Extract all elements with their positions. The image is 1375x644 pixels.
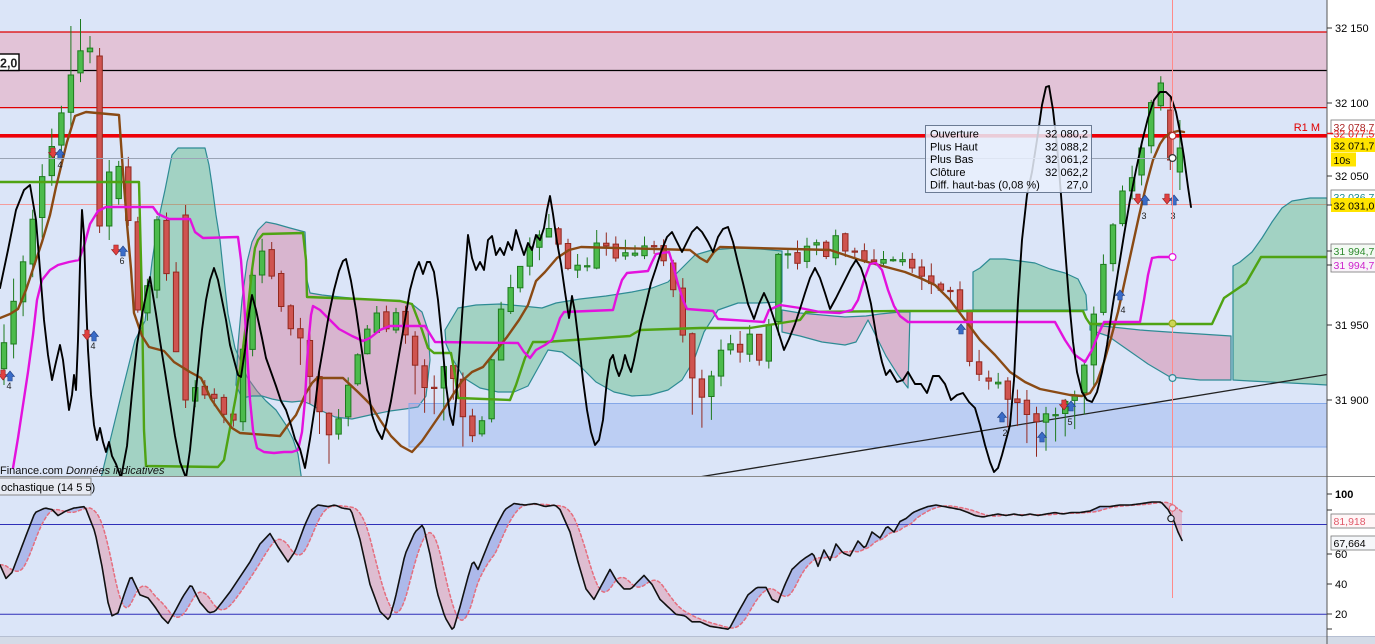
svg-text:Clôture: Clôture [930,167,965,179]
svg-text:20: 20 [1335,609,1347,621]
svg-text:32 061,2: 32 061,2 [1045,154,1088,166]
svg-text:81,918: 81,918 [1334,516,1366,528]
svg-text:Diff. haut-bas (0,08 %): Diff. haut-bas (0,08 %) [930,180,1040,192]
svg-text:ochastique (14 5 5): ochastique (14 5 5) [1,482,95,494]
svg-text:4: 4 [57,160,62,170]
svg-text:3: 3 [1141,211,1146,221]
svg-text:40: 40 [1335,579,1347,591]
svg-text:R1 M: R1 M [1294,122,1320,134]
svg-text:4: 4 [6,381,11,391]
svg-text:32 100: 32 100 [1335,98,1369,110]
svg-text:32 080,2: 32 080,2 [1045,129,1088,141]
svg-text:32 062,2: 32 062,2 [1045,167,1088,179]
svg-text:2,0: 2,0 [0,57,17,71]
svg-text:4: 4 [1120,305,1125,315]
svg-text:10s: 10s [1334,155,1351,167]
svg-text:Finance.com Données indicative: Finance.com Données indicatives [0,465,165,477]
svg-text:32 150: 32 150 [1335,23,1369,35]
svg-text:31 950: 31 950 [1335,320,1369,332]
svg-text:32 050: 32 050 [1335,171,1369,183]
svg-text:Plus Haut: Plus Haut [930,141,978,153]
svg-text:32 078,7: 32 078,7 [1334,122,1375,134]
svg-text:32 031,0: 32 031,0 [1334,201,1375,213]
svg-text:Ouverture: Ouverture [930,129,979,141]
svg-text:100: 100 [1335,489,1353,501]
svg-text:4: 4 [90,341,95,351]
svg-text:31 994,7: 31 994,7 [1334,246,1375,258]
svg-text:2: 2 [1002,428,1007,438]
svg-text:5: 5 [1067,417,1072,427]
svg-text:Plus Bas: Plus Bas [930,154,974,166]
svg-text:6: 6 [119,256,124,266]
svg-text:32 071,7: 32 071,7 [1334,141,1375,153]
svg-text:60: 60 [1335,549,1347,561]
svg-text:32 077,5: 32 077,5 [1334,129,1375,141]
svg-text:27,0: 27,0 [1067,180,1088,192]
svg-text:32 088,2: 32 088,2 [1045,141,1088,153]
svg-text:31 994,7: 31 994,7 [1334,260,1375,272]
svg-text:31 900: 31 900 [1335,395,1369,407]
svg-text:67,664: 67,664 [1334,538,1366,550]
